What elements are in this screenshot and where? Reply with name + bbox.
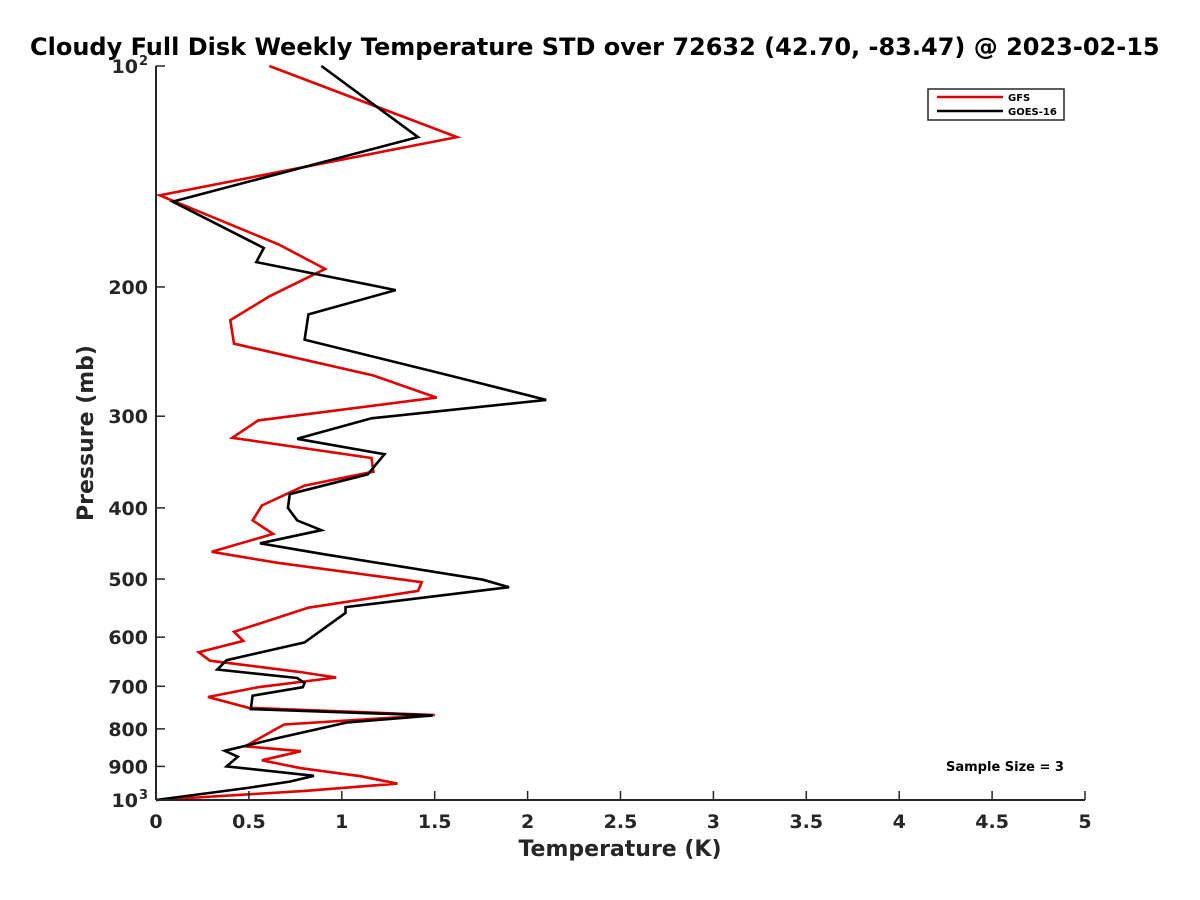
y-tick-label: 10: [112, 790, 138, 812]
y-axis-label: Pressure (mb): [74, 345, 99, 521]
x-tick-label: 0.5: [232, 811, 266, 833]
y-tick-label: 300: [108, 406, 148, 428]
y-tick-label: 400: [108, 498, 148, 520]
legend-label: GOES-16: [1008, 107, 1057, 118]
legend: GFS GOES-16: [927, 88, 1065, 121]
x-tick-label: 3.5: [789, 811, 823, 833]
x-tick-label: 0: [149, 811, 162, 833]
series-line-goes-16: [155, 64, 547, 802]
legend-label: GFS: [1008, 93, 1030, 104]
x-axis-ticks: 0 0.5 1 1.5 2 2.5 3 3.5 4 4.5 5: [149, 791, 1092, 833]
y-tick-label: 500: [108, 569, 148, 591]
x-tick-label: 3: [707, 811, 720, 833]
x-tick-label: 4: [893, 811, 906, 833]
chart-title: Cloudy Full Disk Weekly Temperature STD …: [30, 33, 1160, 61]
x-tick-label: 1.5: [418, 811, 452, 833]
y-tick-label: 200: [108, 277, 148, 299]
x-tick-label: 2.5: [604, 811, 638, 833]
sample-size-annotation: Sample Size = 3: [946, 760, 1064, 775]
x-tick-label: 2: [521, 811, 534, 833]
x-tick-label: 5: [1078, 811, 1091, 833]
y-tick-label-exponent: 2: [139, 54, 148, 69]
y-tick-label: 700: [108, 676, 148, 698]
y-tick-label: 800: [108, 719, 148, 741]
x-tick-label: 1: [335, 811, 348, 833]
y-tick-label-exponent: 3: [139, 788, 148, 803]
x-axis-label: Temperature (K): [518, 837, 721, 862]
y-tick-label: 900: [108, 756, 148, 778]
plot-area: [155, 64, 547, 802]
legend-box: [927, 88, 1065, 121]
y-tick-label: 10: [112, 56, 138, 78]
y-tick-label: 600: [108, 627, 148, 649]
x-tick-label: 4.5: [975, 811, 1009, 833]
